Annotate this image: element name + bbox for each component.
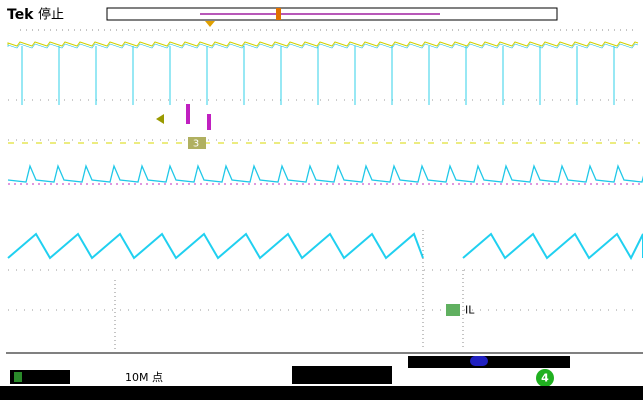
trace-saw bbox=[462, 232, 643, 261]
trace-top bbox=[7, 41, 639, 47]
trigger-level bbox=[156, 114, 164, 124]
channel3-marker bbox=[188, 137, 206, 149]
trace-top-cyan bbox=[7, 43, 639, 49]
record-position bbox=[276, 8, 281, 20]
status: 停止 bbox=[38, 7, 64, 23]
channel4-label: 4 bbox=[541, 372, 549, 385]
trace-marker bbox=[446, 304, 460, 316]
channel-box bbox=[10, 370, 70, 384]
trace-saw bbox=[7, 232, 424, 260]
channel4-badge bbox=[536, 369, 554, 387]
channel-badge bbox=[470, 356, 488, 366]
readout-box bbox=[408, 356, 570, 368]
brand: Tek bbox=[7, 7, 34, 23]
trace-mid bbox=[7, 163, 643, 183]
channel-indicator bbox=[14, 372, 22, 382]
trigger-marker bbox=[205, 21, 215, 27]
waveforms bbox=[7, 41, 643, 350]
record-length: 10M 点 bbox=[125, 371, 163, 384]
trace-label: IL bbox=[465, 304, 475, 317]
readout-box bbox=[292, 366, 392, 384]
cursor bbox=[186, 104, 190, 124]
cursor bbox=[207, 114, 211, 130]
bottom-bar bbox=[0, 386, 643, 400]
record-bar bbox=[106, 7, 558, 21]
channel3-label: 3 bbox=[193, 139, 199, 150]
